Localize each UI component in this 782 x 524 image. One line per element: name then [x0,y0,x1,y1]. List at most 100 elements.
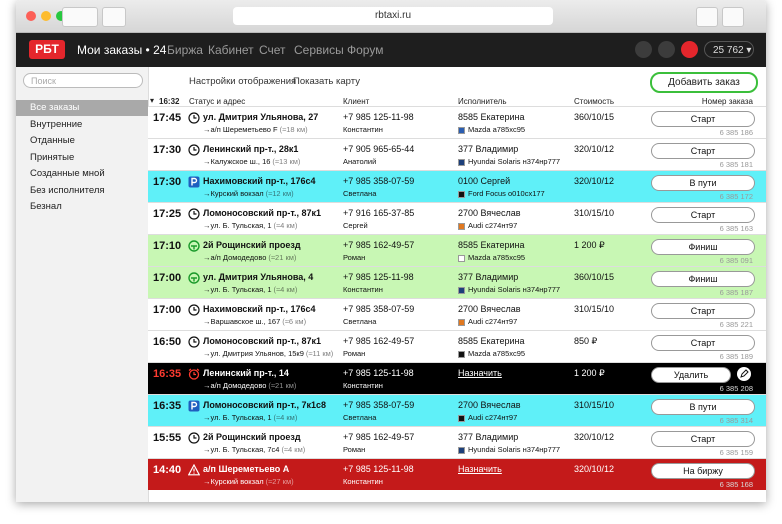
action-button[interactable]: Старт [651,207,755,223]
distance: (≈12 км) [265,189,294,198]
sidebar-item[interactable]: Отданные [30,135,75,146]
distance: (≈21 км) [268,253,297,262]
order-row[interactable]: 16:35 Ломоносовский пр-т., 7к1с8 →ул. Б. Т… [148,394,766,426]
order-number: 6 385 187 [719,288,753,297]
driver: 377 Владимир [458,144,519,154]
action-button[interactable]: В пути [651,399,755,415]
minimize-button[interactable] [41,11,51,21]
destination: →ул. Б. Тульская, 7с4 (≈4 км) [203,445,305,454]
client-phone: +7 985 125-11-98 [343,464,414,474]
order-row[interactable]: 17:45 ул. Дмитрия Ульянова, 27 →а/п Шереме… [148,106,766,138]
sound-icon[interactable] [681,41,698,58]
destination-address: →Варшавское ш., 167 [203,317,281,326]
client-phone: +7 916 165-37-85 [343,208,415,218]
order-time: 17:25 [153,208,182,220]
car-model: Mazda а785хс95 [468,349,526,358]
order-row[interactable]: 17:30 Ленинский пр-т., 28к1 →Калужское ш.,… [148,138,766,170]
pickup-address: Нахимовский пр-т., 176с4 [203,176,316,186]
toolbar-link[interactable]: Показать карту [293,76,360,87]
add-order-button[interactable]: Добавить заказ [650,72,758,93]
action-button[interactable]: Финиш [651,271,755,287]
search-input[interactable]: Поиск [23,73,143,88]
order-row[interactable]: 17:00 ул. Дмитрия Ульянова, 4 →ул. Б. Туль… [148,266,766,298]
logo[interactable]: РБТ [29,40,65,59]
column-header[interactable]: Стоимость [574,97,615,106]
sidebar-item[interactable]: Безнал [30,201,62,212]
action-button[interactable]: Старт [651,303,755,319]
distance: (≈13 км) [272,157,301,166]
order-row[interactable]: 17:10 2й Рощинский проезд →а/п Домодедово(… [148,234,766,266]
status-icon [188,368,200,380]
client-phone: +7 985 358-07-59 [343,400,415,410]
order-time: 17:45 [153,112,182,124]
order-row[interactable]: 17:30 Нахимовский пр-т., 176с4 →Курский во… [148,170,766,202]
car-model: Audi с274нт97 [468,413,518,422]
nav-link[interactable]: Кабинет [208,43,254,57]
destination-address: →ул. Б. Тульская, 7с4 [203,445,280,454]
driver: 377 Владимир [458,432,519,442]
chat-icon[interactable] [658,41,675,58]
client-phone: +7 985 358-07-59 [343,304,415,314]
action-button[interactable]: Старт [651,431,755,447]
column-header[interactable]: 16:32 [159,97,180,106]
order-row[interactable]: 17:25 Ломоносовский пр-т., 87к1 →ул. Б. Ту… [148,202,766,234]
zoom-button[interactable] [56,11,66,21]
nav-link[interactable]: Биржа [167,43,203,57]
cost: 320/10/12 [574,176,615,186]
notifications-icon[interactable] [635,41,652,58]
nav-link[interactable]: Сервисы [294,43,344,57]
order-number: 6 385 189 [719,352,753,361]
column-header[interactable]: Номер заказа [701,97,753,106]
assign-link[interactable]: Назначить [458,368,502,378]
column-header[interactable]: Клиент [343,97,370,106]
sidebar-item[interactable]: Без исполнителя [30,184,105,196]
action-button[interactable]: Финиш [651,239,755,255]
order-number: 6 385 208 [719,384,753,393]
order-row[interactable]: 16:50 Ломоносовский пр-т., 87к1 →ул. Дмитр… [148,330,766,362]
toolbar-link[interactable]: Настройки отображения [189,76,297,87]
balance[interactable]: 25 762 ▾ [704,41,754,58]
order-time: 17:10 [153,240,182,252]
column-header[interactable]: Исполнитель [458,97,507,106]
status-icon [188,400,200,412]
status-icon [188,464,200,476]
pickup-address: Ленинский пр-т., 28к1 [203,144,299,154]
sidebar-toggle[interactable] [102,7,126,27]
nav-link[interactable]: Форум [347,43,384,57]
nav-link[interactable]: Счет [259,43,286,57]
address-bar[interactable]: rbtaxi.ru [233,7,553,25]
status-icon [188,144,200,156]
action-button[interactable]: Старт [651,111,755,127]
assign-link[interactable]: Назначить [458,464,502,474]
distance: (≈4 км) [281,445,306,454]
order-row[interactable]: 14:40 а/п Шереметьево А →Курский вокзал (≈2… [148,458,766,490]
car-color [458,126,465,134]
share-button[interactable] [696,7,718,27]
action-button[interactable]: Старт [651,335,755,351]
destination-address: →Калужское ш., 16 [203,157,271,166]
column-header[interactable]: Статус и адрес [189,97,246,106]
order-row[interactable]: 16:35 Ленинский пр-т., 14 →а/п Домодедово(… [148,362,766,394]
edit-button[interactable] [737,367,751,381]
action-button[interactable]: На биржу [651,463,755,479]
browser-toolbar: rbtaxi.ru [16,0,766,33]
action-button[interactable]: Старт [651,143,755,159]
back-forward[interactable] [62,7,98,27]
action-button[interactable]: Удалить [651,367,731,383]
action-button[interactable]: В пути [651,175,755,191]
sidebar-item[interactable]: Принятые [30,151,75,163]
nav-link[interactable]: Мои заказы • 24 [77,43,167,57]
sort-arrow[interactable]: ▾ [150,96,155,105]
order-row[interactable]: 15:55 2й Рощинский проезд →ул. Б. Тульская… [148,426,766,458]
close-button[interactable] [26,11,36,21]
car-color [458,190,465,198]
sidebar-item[interactable]: Созданные мной [30,168,105,179]
order-time: 15:55 [153,432,182,444]
order-row[interactable]: 17:00 Нахимовский пр-т., 176с4 →Варшавское… [148,298,766,330]
car: Mazda а785хс95 [458,253,525,262]
sidebar-item[interactable]: Все заказы [16,100,148,116]
destination: →Варшавское ш., 167 (≈6 км) [203,317,306,326]
order-number: 6 385 314 [719,416,753,425]
tabs-button[interactable] [722,7,744,27]
sidebar-item[interactable]: Внутренние [30,118,83,130]
